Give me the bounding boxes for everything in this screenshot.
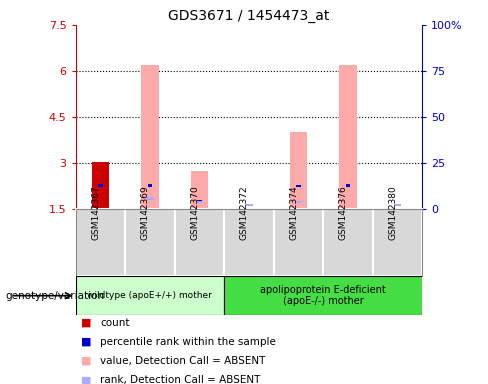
Text: GSM142374: GSM142374 [289,185,298,240]
Bar [339,65,357,209]
Bar [196,200,203,203]
Bar [191,171,208,209]
Title: GDS3671 / 1454473_at: GDS3671 / 1454473_at [168,8,329,23]
Bar [245,204,252,206]
Bar [92,162,109,209]
Text: GSM142367: GSM142367 [91,185,101,240]
Text: ■: ■ [81,337,91,347]
Bar [394,204,401,206]
Bar [141,65,159,209]
Bar [224,209,274,276]
Bar [290,132,307,209]
Bar [146,197,154,200]
Bar [295,200,302,203]
Bar [197,200,202,203]
Text: ■: ■ [81,356,91,366]
Bar [373,209,422,276]
Bar [175,209,224,276]
Bar [125,209,175,276]
Bar [296,185,301,187]
Text: count: count [100,318,129,328]
Text: GSM142370: GSM142370 [190,185,200,240]
Text: GSM142380: GSM142380 [388,185,397,240]
Bar [224,276,422,315]
Text: wildtype (apoE+/+) mother: wildtype (apoE+/+) mother [87,291,212,300]
Bar [389,208,406,209]
Bar [323,209,373,276]
Bar [147,184,152,187]
Text: ■: ■ [81,318,91,328]
Bar [274,209,323,276]
Text: ■: ■ [81,375,91,384]
Text: rank, Detection Call = ABSENT: rank, Detection Call = ABSENT [100,375,261,384]
Text: GSM142376: GSM142376 [339,185,348,240]
Text: genotype/variation: genotype/variation [5,291,104,301]
Text: apolipoprotein E-deficient
(apoE-/-) mother: apolipoprotein E-deficient (apoE-/-) mot… [260,285,386,306]
Text: percentile rank within the sample: percentile rank within the sample [100,337,276,347]
Bar [98,184,103,187]
Bar [346,184,350,187]
Text: value, Detection Call = ABSENT: value, Detection Call = ABSENT [100,356,265,366]
Text: GSM142369: GSM142369 [141,185,150,240]
Bar [76,209,125,276]
Bar [76,276,224,315]
Text: GSM142372: GSM142372 [240,185,249,240]
